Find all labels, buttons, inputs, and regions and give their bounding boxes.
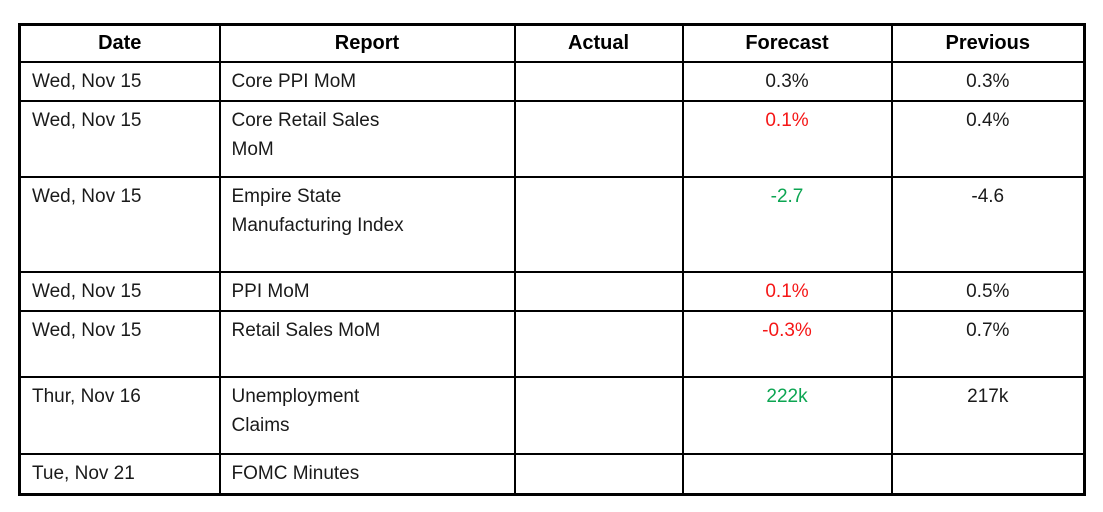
table-row: Wed, Nov 15 Core Retail Sales MoM 0.1% 0…: [18, 99, 1086, 178]
cell-forecast: 0.1%: [681, 270, 893, 312]
cell-report: Unemployment Claims: [218, 375, 516, 455]
column-header-previous: Previous: [890, 23, 1086, 63]
table-row: Tue, Nov 21 FOMC Minutes: [18, 452, 1086, 496]
table-row: Wed, Nov 15 Retail Sales MoM -0.3% 0.7%: [18, 309, 1086, 378]
cell-previous: 0.4%: [890, 99, 1086, 178]
cell-report: PPI MoM: [218, 270, 516, 312]
cell-forecast: [681, 452, 893, 496]
economic-calendar: Date Report Actual Forecast Previous Wed…: [18, 23, 1086, 496]
cell-actual: [513, 375, 684, 455]
cell-forecast: 0.1%: [681, 99, 893, 178]
cell-report: FOMC Minutes: [218, 452, 516, 496]
table-row: Wed, Nov 15 PPI MoM 0.1% 0.5%: [18, 270, 1086, 312]
cell-actual: [513, 309, 684, 378]
cell-report: Retail Sales MoM: [218, 309, 516, 378]
cell-previous: [890, 452, 1086, 496]
cell-date: Wed, Nov 15: [18, 175, 221, 273]
cell-actual: [513, 452, 684, 496]
cell-actual: [513, 60, 684, 102]
cell-actual: [513, 270, 684, 312]
table-row: Wed, Nov 15 Core PPI MoM 0.3% 0.3%: [18, 60, 1086, 102]
cell-previous: 0.3%: [890, 60, 1086, 102]
cell-date: Thur, Nov 16: [18, 375, 221, 455]
cell-date: Wed, Nov 15: [18, 60, 221, 102]
header-row: Date Report Actual Forecast Previous: [18, 23, 1086, 63]
table-row: Thur, Nov 16 Unemployment Claims 222k 21…: [18, 375, 1086, 455]
cell-actual: [513, 175, 684, 273]
cell-date: Tue, Nov 21: [18, 452, 221, 496]
cell-actual: [513, 99, 684, 178]
column-header-actual: Actual: [513, 23, 684, 63]
cell-forecast: -2.7: [681, 175, 893, 273]
cell-previous: -4.6: [890, 175, 1086, 273]
cell-date: Wed, Nov 15: [18, 99, 221, 178]
table-row: Wed, Nov 15 Empire State Manufacturing I…: [18, 175, 1086, 273]
column-header-forecast: Forecast: [681, 23, 893, 63]
cell-date: Wed, Nov 15: [18, 309, 221, 378]
cell-report: Core PPI MoM: [218, 60, 516, 102]
cell-date: Wed, Nov 15: [18, 270, 221, 312]
cell-forecast: -0.3%: [681, 309, 893, 378]
economic-calendar-table: Date Report Actual Forecast Previous Wed…: [18, 23, 1086, 496]
cell-previous: 217k: [890, 375, 1086, 455]
cell-forecast: 0.3%: [681, 60, 893, 102]
column-header-report: Report: [218, 23, 516, 63]
cell-report: Core Retail Sales MoM: [218, 99, 516, 178]
cell-report: Empire State Manufacturing Index: [218, 175, 516, 273]
cell-forecast: 222k: [681, 375, 893, 455]
cell-previous: 0.5%: [890, 270, 1086, 312]
column-header-date: Date: [18, 23, 221, 63]
cell-previous: 0.7%: [890, 309, 1086, 378]
